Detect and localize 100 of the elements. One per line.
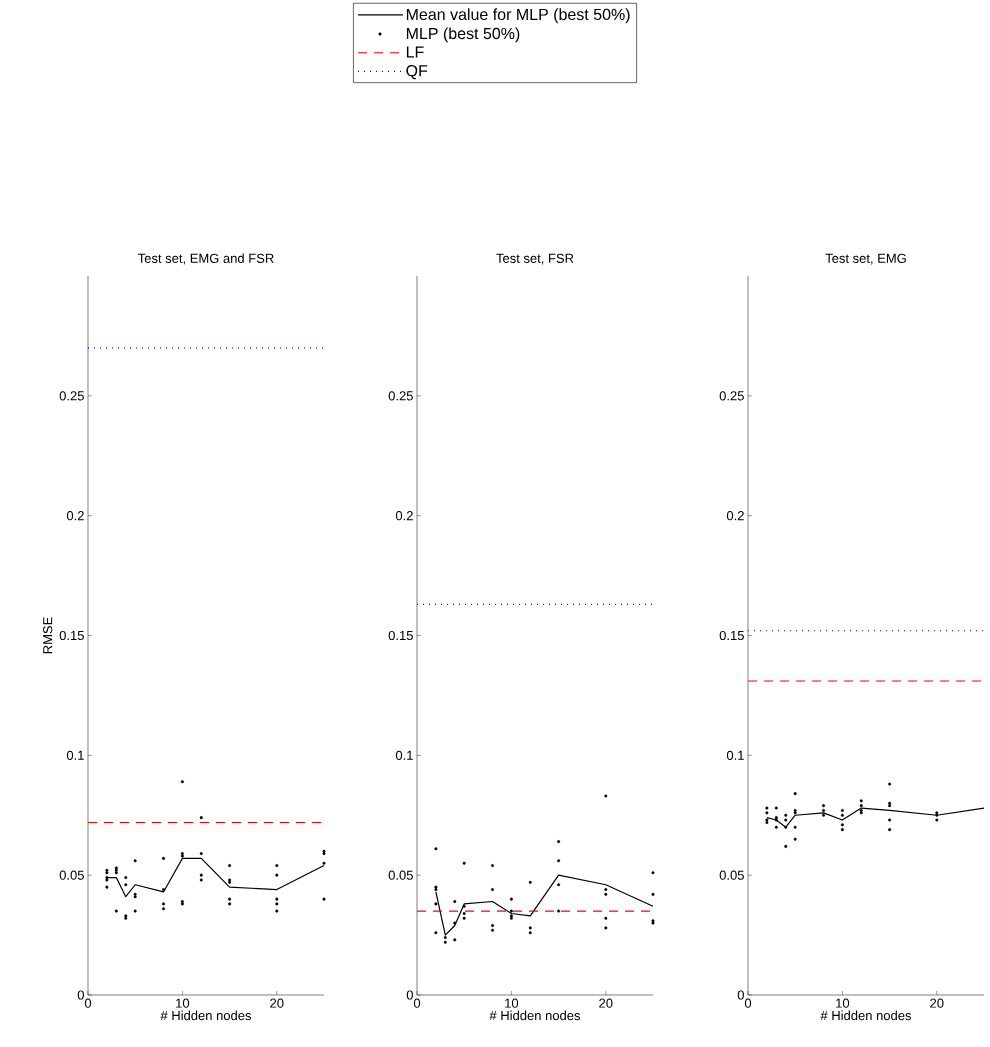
point xyxy=(491,928,495,932)
y-axis-title: RMSE xyxy=(43,617,53,654)
point xyxy=(453,938,457,942)
x-axis-title: # Hidden nodes xyxy=(489,1010,581,1021)
point xyxy=(228,864,232,868)
chart-title: Test set, EMG and FSR xyxy=(138,253,274,265)
x-tick-label: 10 xyxy=(836,998,850,1008)
point xyxy=(133,909,137,913)
point xyxy=(604,888,608,892)
point xyxy=(114,871,118,875)
y-tick-label: 0.15 xyxy=(59,630,84,641)
point xyxy=(822,808,826,812)
point xyxy=(114,909,118,913)
legend-label: LF xyxy=(406,46,424,58)
point xyxy=(162,902,166,906)
point xyxy=(509,909,513,913)
point xyxy=(859,811,863,815)
y-tick-label: 0.25 xyxy=(719,391,744,401)
point xyxy=(434,847,438,851)
point xyxy=(228,897,232,901)
chart-title: Test set, EMG xyxy=(825,253,906,265)
point xyxy=(199,878,203,882)
x-tick-label: 10 xyxy=(176,998,190,1008)
x-axis-title: # Hidden nodes xyxy=(820,1010,912,1021)
point xyxy=(793,837,797,841)
chart-title: Test set, FSR xyxy=(496,253,574,265)
legend-label: QF xyxy=(406,65,428,80)
point xyxy=(199,873,203,877)
point xyxy=(528,880,532,884)
x-tick-label: 0 xyxy=(84,998,92,1008)
point xyxy=(765,811,769,815)
point xyxy=(604,916,608,920)
x-tick-label: 0 xyxy=(413,998,421,1008)
y-tick-label: 0.1 xyxy=(66,750,84,760)
point xyxy=(133,859,137,863)
point xyxy=(434,931,438,935)
point xyxy=(434,885,438,889)
point xyxy=(765,806,769,810)
point xyxy=(133,892,137,896)
y-tick-label: 0 xyxy=(406,990,413,1000)
x-axis-title: # Hidden nodes xyxy=(160,1010,252,1021)
point xyxy=(322,849,326,853)
point xyxy=(199,816,203,820)
point xyxy=(443,935,447,939)
point xyxy=(462,912,466,916)
point xyxy=(322,861,326,865)
point xyxy=(275,902,279,906)
point xyxy=(453,921,457,925)
point xyxy=(105,868,109,872)
point xyxy=(275,897,279,901)
point xyxy=(859,804,863,808)
point xyxy=(888,801,892,805)
point xyxy=(528,931,532,935)
point xyxy=(822,804,826,808)
point xyxy=(604,892,608,896)
point xyxy=(443,940,447,944)
point xyxy=(133,895,137,899)
point xyxy=(888,782,892,786)
point xyxy=(275,909,279,913)
point xyxy=(453,900,457,904)
y-tick-label: 0.2 xyxy=(395,511,413,521)
point xyxy=(462,916,466,920)
point xyxy=(793,808,797,812)
point xyxy=(491,888,495,892)
x-tick-label: 20 xyxy=(270,998,284,1008)
point xyxy=(180,780,184,784)
y-tick-label: 0.25 xyxy=(59,391,84,401)
y-tick-label: 0 xyxy=(737,990,744,1000)
y-tick-label: 0.1 xyxy=(726,750,744,760)
point xyxy=(793,792,797,796)
y-tick-label: 0.15 xyxy=(388,630,413,641)
point xyxy=(840,828,844,832)
point xyxy=(774,825,778,829)
point xyxy=(105,871,109,875)
point xyxy=(557,909,561,913)
point xyxy=(462,904,466,908)
x-tick-label: 20 xyxy=(599,998,613,1008)
point xyxy=(793,825,797,829)
x-tick-label: 0 xyxy=(744,998,752,1008)
point xyxy=(322,852,326,856)
point xyxy=(275,864,279,868)
point xyxy=(784,813,788,817)
point xyxy=(774,806,778,810)
point xyxy=(840,823,844,827)
y-tick-label: 0.05 xyxy=(719,870,744,880)
point xyxy=(859,799,863,803)
point xyxy=(509,897,513,901)
point xyxy=(840,808,844,812)
point xyxy=(162,856,166,860)
point xyxy=(793,811,797,815)
point xyxy=(491,923,495,927)
point xyxy=(859,808,863,812)
y-tick-label: 0.2 xyxy=(66,511,84,521)
point xyxy=(124,876,128,880)
point xyxy=(888,818,892,822)
point xyxy=(162,888,166,892)
point xyxy=(228,902,232,906)
point xyxy=(322,897,326,901)
point xyxy=(651,871,655,875)
point xyxy=(434,888,438,892)
